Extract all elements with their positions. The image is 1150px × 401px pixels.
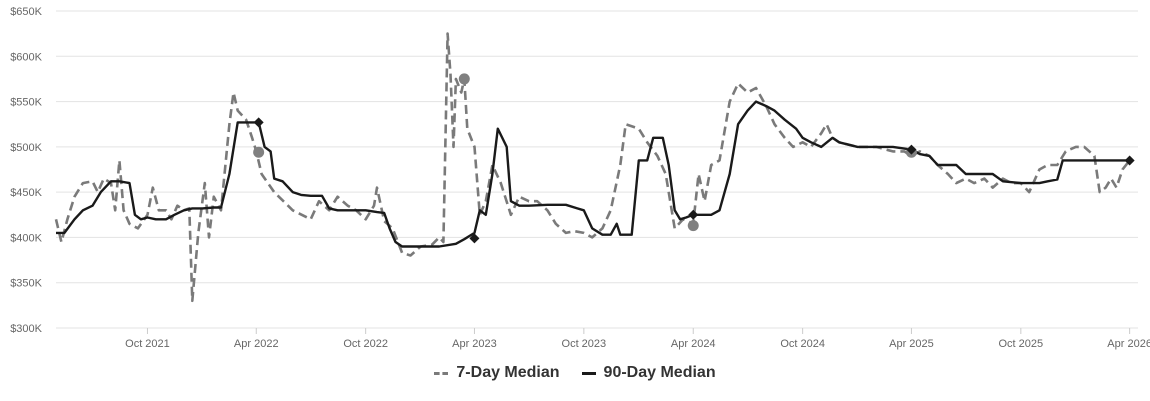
x-tick-label: Apr 2023 <box>452 338 497 350</box>
legend-label-90-day-median: 90-Day Median <box>603 364 716 381</box>
legend-item-90-day-median[interactable]: 90-Day Median <box>581 364 716 382</box>
line-chart: $300K $350K $400K $450K $500K $550K $600K $650K… <box>10 6 1150 350</box>
marker-7-day-median <box>687 220 699 232</box>
marker-90-day-median <box>469 233 480 244</box>
x-tick-label: Apr 2026 <box>1107 338 1150 350</box>
grid <box>56 10 1138 329</box>
x-tick-label: Apr 2024 <box>671 338 716 350</box>
y-tick-label: $500K <box>10 142 42 154</box>
legend-label-7-day-median: 7-Day Median <box>456 364 560 381</box>
marker-90-day-median <box>253 117 264 128</box>
series-90-day-median-line <box>56 100 1130 248</box>
y-tick-label: $450K <box>10 187 42 199</box>
y-tick-label: $600K <box>10 51 42 63</box>
x-tick-label: Apr 2025 <box>889 338 934 350</box>
markers <box>253 73 1135 244</box>
x-tick-label: Oct 2024 <box>780 338 825 350</box>
x-tick-label: Oct 2021 <box>125 338 170 350</box>
marker-7-day-median <box>458 73 470 85</box>
y-tick-label: $400K <box>10 232 42 244</box>
axes: $300K $350K $400K $450K $500K $550K $600K $650K… <box>10 6 1150 350</box>
series <box>54 32 1131 303</box>
marker-90-day-median <box>688 209 699 220</box>
y-tick-label: $650K <box>10 6 42 18</box>
y-tick-label: $300K <box>10 323 42 335</box>
legend-swatch-solid <box>581 371 596 375</box>
y-tick-label: $350K <box>10 278 42 290</box>
marker-90-day-median <box>906 144 917 155</box>
x-tick-label: Oct 2025 <box>999 338 1044 350</box>
series-7-day-median-line <box>54 32 1131 303</box>
marker-7-day-median <box>253 146 265 158</box>
legend-item-7-day-median[interactable]: 7-Day Median <box>434 364 560 382</box>
x-tick-label: Oct 2023 <box>562 338 607 350</box>
y-tick-label: $550K <box>10 97 42 109</box>
x-tick-label: Apr 2022 <box>234 338 279 350</box>
x-tick-label: Oct 2022 <box>343 338 388 350</box>
legend: 7-Day Median 90-Day Median <box>0 360 1150 386</box>
marker-90-day-median <box>1124 155 1135 166</box>
legend-swatch-dashed <box>434 371 449 375</box>
